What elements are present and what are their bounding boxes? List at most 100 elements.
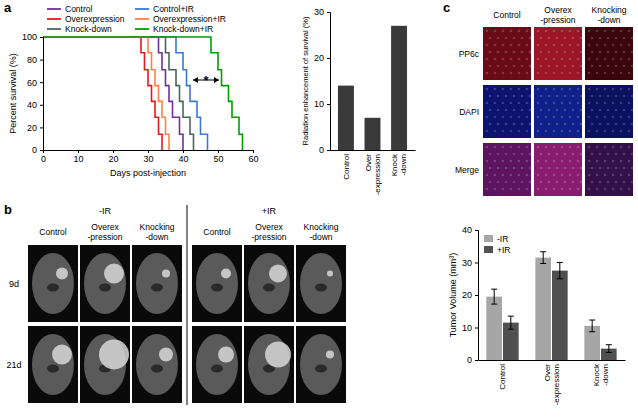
cell-dot (577, 72, 580, 75)
cell-dot (572, 95, 575, 98)
cell-dot (537, 130, 540, 133)
cell-dot (628, 130, 631, 133)
cell-dot (518, 44, 521, 47)
cell-dot (505, 95, 508, 98)
cell-dot (545, 130, 548, 133)
mri-image (192, 326, 242, 403)
cell-dot (545, 30, 548, 33)
cell-dot (494, 102, 497, 105)
mri-image (296, 326, 346, 403)
panel-label: a (4, 0, 12, 15)
cell-dot (631, 153, 634, 156)
cell-dot (599, 123, 602, 126)
mri-ventricle (315, 284, 327, 292)
tick: 10 (462, 323, 478, 333)
cell-dot (540, 153, 543, 156)
cell-dot (537, 44, 540, 47)
row-label: 9d (9, 279, 19, 289)
cell-dot (596, 188, 599, 191)
cell-dot (537, 146, 540, 149)
panel-label: c (443, 0, 450, 15)
mri-brain (196, 253, 238, 314)
axis-line (40, 38, 44, 151)
text-line: Knock (390, 153, 399, 176)
cell-dot (620, 174, 623, 177)
tick: Over-expression (364, 154, 382, 196)
mri-tumor (265, 342, 291, 368)
cell-dot (607, 65, 610, 68)
cell-dot (553, 102, 556, 105)
axis-line (479, 360, 626, 361)
cell-dot (518, 130, 521, 133)
tick: 10 (73, 150, 83, 164)
cell-dot (564, 153, 567, 156)
mri-tumor (56, 268, 68, 280)
plot-area (43, 37, 243, 150)
cell-dot (604, 102, 607, 105)
cell-dot (521, 109, 524, 112)
cell-dot (620, 146, 623, 149)
cell-dot (494, 58, 497, 61)
cell-dot (607, 109, 610, 112)
bar (486, 297, 502, 360)
cell-dot (596, 30, 599, 33)
mri-ventricle (151, 284, 163, 292)
cell-dot (569, 174, 572, 177)
mri-tumor (52, 345, 72, 365)
cell-dot (561, 188, 564, 191)
cell-dot (537, 72, 540, 75)
cell-dot (537, 188, 540, 191)
cell-dot (569, 58, 572, 61)
divider (187, 205, 188, 405)
cell-dot (596, 130, 599, 133)
cell-dot (604, 160, 607, 163)
tick: 20 (108, 150, 118, 164)
tick: 0 (319, 145, 330, 155)
mri-tumor (218, 347, 234, 363)
text-line: -expression (552, 364, 561, 405)
tick-mark (218, 150, 219, 153)
axis: ControlOver-expressionKnock-down (331, 151, 416, 196)
cell-dot (596, 102, 599, 105)
cell-dot (513, 51, 516, 54)
tick-label: 0 (41, 154, 46, 164)
axis: 0102030405060 (41, 150, 259, 164)
cell-dot (604, 44, 607, 47)
axis: 020406080100 (22, 32, 44, 155)
cell-dot (561, 44, 564, 47)
mri-ventricle (99, 284, 111, 292)
cell-dot (502, 188, 505, 191)
cell-dot (612, 130, 615, 133)
cell-dot (556, 181, 559, 184)
cell-dot (569, 102, 572, 105)
cell-dot (588, 188, 591, 191)
cell-dot (556, 167, 559, 170)
mri-brain (248, 253, 290, 314)
cell-dot (564, 167, 567, 170)
cell-dot (502, 72, 505, 75)
cell-dot (596, 116, 599, 119)
cell-dot (599, 181, 602, 184)
legend-label: +IR (497, 245, 510, 255)
tick-mark (40, 37, 43, 38)
cell-dot (620, 188, 623, 191)
cell-dot (486, 174, 489, 177)
cell-dot (628, 174, 631, 177)
cell-dot (628, 58, 631, 61)
error-cap (540, 251, 546, 252)
cell-dot (486, 88, 489, 91)
mri-tumor (221, 269, 231, 279)
cell-dot (607, 37, 610, 40)
cell-dot (631, 65, 634, 68)
cell-dot (612, 146, 615, 149)
mri-ventricle (211, 284, 223, 292)
legend-label: Overexpression (65, 14, 125, 24)
row-label: 21d (6, 360, 21, 370)
tick-mark (327, 58, 330, 59)
cell-dot (548, 95, 551, 98)
cell-dot (502, 116, 505, 119)
cell-dot (588, 174, 591, 177)
legend: -IR+IR (484, 234, 510, 255)
cell-dot (518, 88, 521, 91)
column-label: Knocking-down (304, 222, 339, 241)
